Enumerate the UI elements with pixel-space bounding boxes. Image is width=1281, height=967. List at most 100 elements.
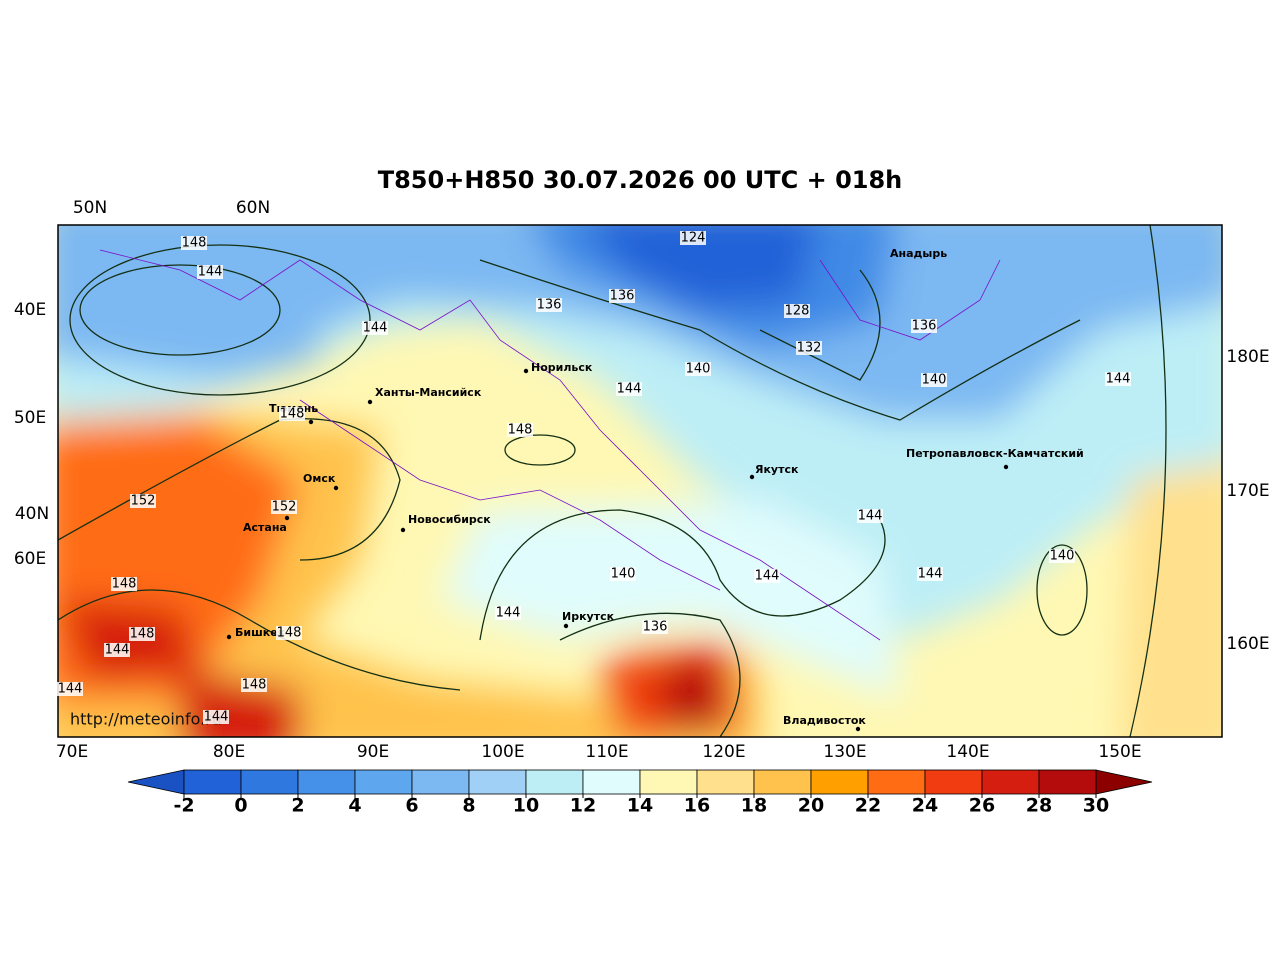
contour-label: 144 [755,569,780,584]
contour-label-bg [130,494,156,508]
colorbar-tick-label: 16 [684,795,710,817]
contour-label-bg [796,341,822,355]
contour-label: 144 [617,382,642,397]
colorbar-tick-label: 12 [570,795,596,817]
colorbar-tick-label: 26 [969,795,995,817]
source-url: http://meteoinfo.ru [70,710,222,729]
title: T850+H850 30.07.2026 00 UTC + 018h [378,166,903,194]
contour-label-bg [279,407,305,421]
contour-label-bg [495,606,521,620]
contour-label: 148 [130,627,155,642]
colorbar-box [354,769,413,795]
contour-label-bg [921,373,947,387]
contour-label: 124 [681,231,706,246]
contour-label: 148 [508,423,533,438]
contour-label-bg [111,577,137,591]
contour-label-bg [610,567,636,581]
coord-label: 120E [702,742,745,762]
contour-label-bg [609,289,635,303]
contour-label-bg [754,569,780,583]
city-dot [563,623,569,629]
contour-label-bg [536,298,562,312]
contour-label: 152 [272,500,297,515]
contour-label-bg [203,710,229,724]
contour-label-bg [507,423,533,437]
coord-label: 90E [357,742,389,762]
colorbar-box [183,769,242,795]
coord-label: 50N [73,198,107,218]
contour-label-bg [642,620,668,634]
coord-label: 70E [56,742,88,762]
contour-label: 148 [112,577,137,592]
city-label: Якутск [755,463,799,476]
colorbar-box [924,769,983,795]
contour-label: 148 [280,407,305,422]
city-label: Анадырь [890,247,947,260]
contour-label-bg [104,643,130,657]
contour-label-bg [197,265,223,279]
colorbar-tick-label: 10 [513,795,539,817]
contour-label: 140 [1050,549,1075,564]
colorbar-under [127,769,185,795]
contour-label-bg [616,382,642,396]
contour-label: 152 [131,494,156,509]
coord-label: 40N [15,504,49,524]
city-dot [749,474,755,480]
contour-label: 144 [204,710,229,725]
colorbar-tick-label: 6 [405,795,418,817]
contour-label: 136 [912,319,937,334]
contour-label: 144 [918,567,943,582]
city-dot [226,634,232,640]
contour-label: 148 [242,678,267,693]
contour-label-bg [362,321,388,335]
coord-label: 130E [823,742,866,762]
coord-label: 180E [1226,347,1269,367]
contour-label: 144 [198,265,223,280]
city-label: Норильск [531,361,593,374]
colorbar-tick-label: 14 [627,795,653,817]
coord-label: 80E [213,742,245,762]
colorbar-tick-label: 24 [912,795,938,817]
city-dot [855,726,861,732]
coord-label: 60N [236,198,270,218]
colorbar-tick-label: 0 [234,795,247,817]
colorbar-tick-label: 18 [741,795,767,817]
contour-label-bg [857,509,883,523]
colorbar-box [468,769,527,795]
contour-label-bg [181,236,207,250]
contour-label: 148 [277,626,302,641]
city-dot [400,527,406,533]
contour-label: 140 [922,373,947,388]
colorbar-over [1095,769,1153,795]
colorbar-box [411,769,470,795]
coord-label: 50E [14,408,46,428]
colorbar-box [582,769,641,795]
city-label: Владивосток [783,714,866,727]
contour-label-bg [271,500,297,514]
contour-label-bg [685,362,711,376]
contour-label: 136 [643,620,668,635]
coord-label: 110E [585,742,628,762]
city-dot [284,515,290,521]
contour-label: 136 [537,298,562,313]
map-frame [57,224,1223,738]
contour-label-bg [1049,549,1075,563]
colorbar-tick-label: 4 [348,795,361,817]
temperature-field: http://meteoinfo.ru [58,225,1222,737]
contour-label: 140 [686,362,711,377]
colorbar-tick-label: 20 [798,795,824,817]
colorbar-tick-label: 8 [462,795,475,817]
city-label: Петропавловск-Камчатский [906,447,1084,460]
colorbar-box [810,769,869,795]
contour-label-bg [784,304,810,318]
contour-label: 144 [858,509,883,524]
contour-label: 132 [797,341,822,356]
colorbar-tick-label: 2 [291,795,304,817]
colorbar-box [696,769,755,795]
colorbar-tick-label: 28 [1026,795,1052,817]
coord-label: 150E [1098,742,1141,762]
colorbar-box [753,769,812,795]
contour-label-bg [276,626,302,640]
city-label: Иркутск [562,610,615,623]
city-label: Бишкек [235,626,286,639]
